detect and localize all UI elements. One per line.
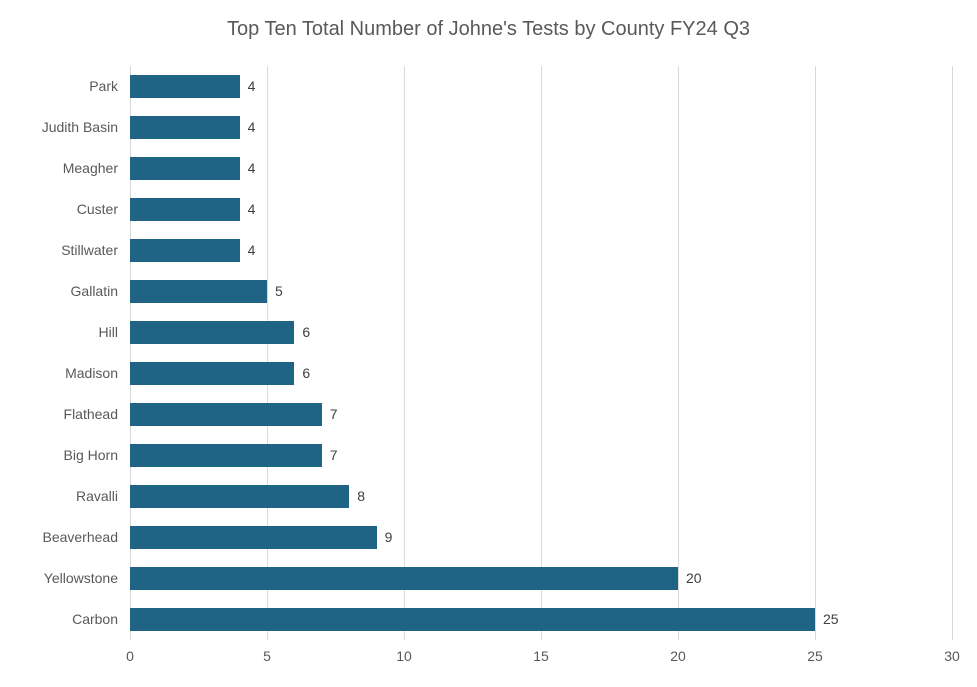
- data-label: 20: [686, 570, 702, 586]
- y-axis-label: Meagher: [0, 160, 118, 176]
- y-axis-label: Madison: [0, 365, 118, 381]
- data-label: 6: [302, 324, 310, 340]
- data-label: 6: [302, 365, 310, 381]
- x-axis-label: 15: [533, 648, 549, 664]
- bar: [130, 116, 240, 139]
- y-axis-label: Park: [0, 78, 118, 94]
- y-axis-label: Gallatin: [0, 283, 118, 299]
- bar: [130, 239, 240, 262]
- y-axis-label: Stillwater: [0, 242, 118, 258]
- y-axis-label: Beaverhead: [0, 529, 118, 545]
- data-label: 4: [248, 242, 256, 258]
- x-axis-label: 10: [396, 648, 412, 664]
- bar: [130, 444, 322, 467]
- bar: [130, 608, 815, 631]
- bar: [130, 198, 240, 221]
- data-label: 5: [275, 283, 283, 299]
- bar: [130, 526, 377, 549]
- data-label: 25: [823, 611, 839, 627]
- x-axis-label: 30: [944, 648, 960, 664]
- y-axis-label: Flathead: [0, 406, 118, 422]
- x-axis-label: 5: [263, 648, 271, 664]
- y-axis-label: Carbon: [0, 611, 118, 627]
- gridline: [404, 66, 405, 640]
- x-axis-label: 0: [126, 648, 134, 664]
- gridline: [678, 66, 679, 640]
- data-label: 4: [248, 201, 256, 217]
- bar: [130, 321, 294, 344]
- x-axis-label: 20: [670, 648, 686, 664]
- y-axis-label: Custer: [0, 201, 118, 217]
- data-label: 4: [248, 119, 256, 135]
- bar: [130, 157, 240, 180]
- bar: [130, 75, 240, 98]
- bar: [130, 362, 294, 385]
- bar: [130, 280, 267, 303]
- y-axis-label: Ravalli: [0, 488, 118, 504]
- y-axis-label: Yellowstone: [0, 570, 118, 586]
- gridline: [541, 66, 542, 640]
- data-label: 8: [357, 488, 365, 504]
- gridline: [952, 66, 953, 640]
- bar: [130, 567, 678, 590]
- chart-title: Top Ten Total Number of Johne's Tests by…: [0, 18, 977, 41]
- data-label: 4: [248, 78, 256, 94]
- bar: [130, 485, 349, 508]
- data-label: 9: [385, 529, 393, 545]
- gridline: [815, 66, 816, 640]
- data-label: 4: [248, 160, 256, 176]
- gridline: [267, 66, 268, 640]
- x-axis-label: 25: [807, 648, 823, 664]
- data-label: 7: [330, 406, 338, 422]
- gridline: [130, 66, 131, 640]
- y-axis-label: Judith Basin: [0, 119, 118, 135]
- chart-container: Top Ten Total Number of Johne's Tests by…: [0, 0, 977, 687]
- bar: [130, 403, 322, 426]
- data-label: 7: [330, 447, 338, 463]
- y-axis-label: Big Horn: [0, 447, 118, 463]
- plot-area: [130, 66, 952, 640]
- y-axis-label: Hill: [0, 324, 118, 340]
